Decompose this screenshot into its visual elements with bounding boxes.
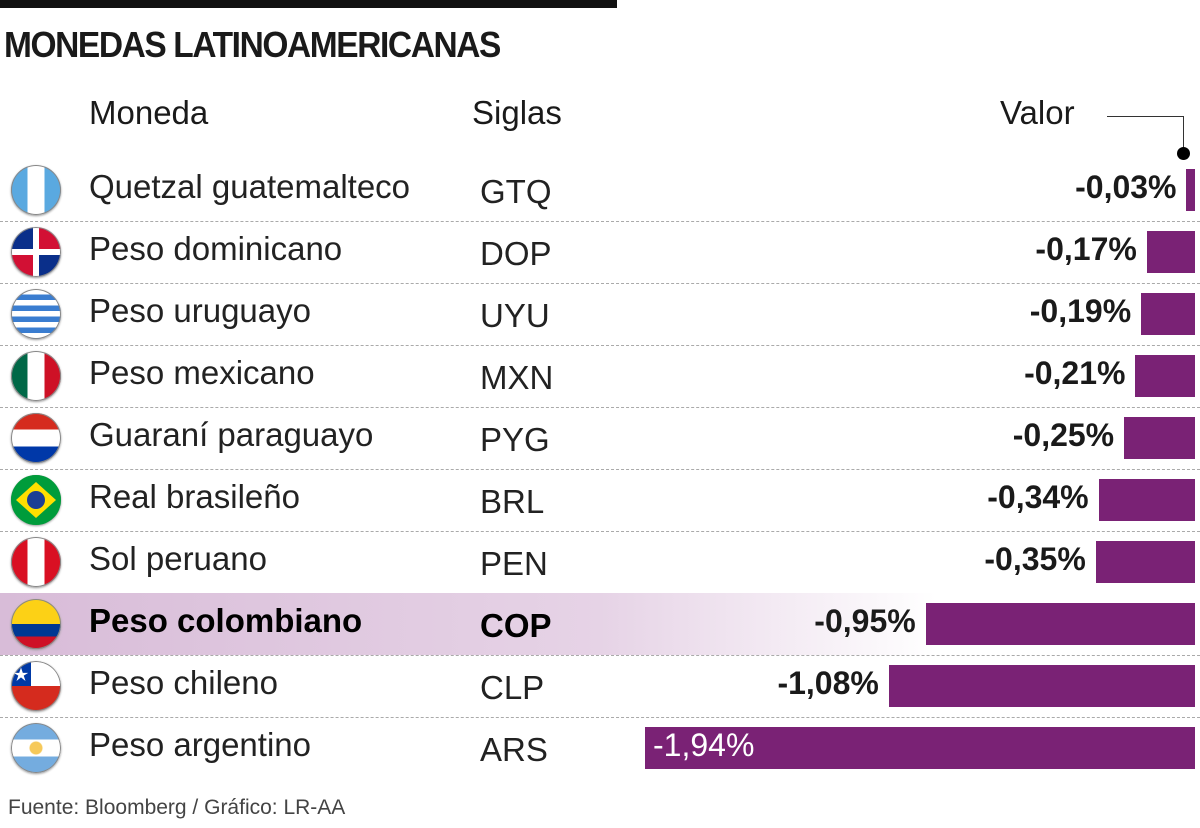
peru-flag-icon bbox=[11, 537, 61, 587]
value-bar bbox=[1141, 293, 1195, 335]
value-bar bbox=[1135, 355, 1195, 397]
header-currency: Moneda bbox=[89, 94, 209, 131]
row-divider bbox=[0, 407, 1200, 408]
value-label: -0,25% bbox=[1012, 417, 1115, 453]
dominican-republic-flag-icon bbox=[11, 227, 61, 277]
table-row: Peso uruguayo UYU -0,19% bbox=[0, 283, 1200, 345]
table-row: Real brasileño BRL -0,34% bbox=[0, 469, 1200, 531]
source-footer: Fuente: Bloomberg / Gráfico: LR-AA bbox=[8, 796, 346, 819]
chile-flag-icon bbox=[11, 661, 61, 711]
value-label: -0,03% bbox=[1075, 169, 1177, 205]
currency-name: Real brasileño bbox=[89, 478, 300, 515]
table-row: Peso argentino ARS -1,94% bbox=[0, 717, 1200, 779]
value-bar bbox=[1098, 479, 1195, 521]
currency-name: Peso mexicano bbox=[89, 354, 315, 391]
colombia-flag-icon bbox=[11, 599, 61, 649]
table-row: Quetzal guatemalteco GTQ -0,03% bbox=[0, 159, 1200, 221]
brazil-flag-icon bbox=[11, 475, 61, 525]
mexico-flag-icon bbox=[11, 351, 61, 401]
currency-code: CLP bbox=[480, 669, 545, 706]
currency-code: COP bbox=[480, 607, 552, 644]
row-divider bbox=[0, 345, 1200, 346]
value-callout-line bbox=[1107, 116, 1184, 151]
currency-name: Sol peruano bbox=[89, 540, 267, 577]
currency-name: Peso uruguayo bbox=[89, 292, 311, 329]
value-label: -1,08% bbox=[777, 665, 879, 701]
value-label: -0,21% bbox=[1024, 355, 1126, 391]
table-row: Peso mexicano MXN -0,21% bbox=[0, 345, 1200, 407]
uruguay-flag-icon bbox=[11, 289, 61, 339]
value-bar bbox=[645, 727, 1195, 769]
value-callout-dot bbox=[1177, 147, 1190, 160]
currency-name: Peso chileno bbox=[89, 664, 278, 701]
table-row: Sol peruano PEN -0,35% bbox=[0, 531, 1200, 593]
currency-code: PYG bbox=[480, 421, 550, 458]
top-rule bbox=[0, 0, 617, 8]
row-divider bbox=[0, 221, 1200, 222]
row-divider bbox=[0, 717, 1200, 718]
currency-code: BRL bbox=[480, 483, 545, 520]
currency-code: MXN bbox=[480, 359, 554, 396]
value-label: -1,94% bbox=[653, 727, 755, 763]
value-label: -0,19% bbox=[1029, 293, 1132, 329]
paraguay-flag-icon bbox=[11, 413, 61, 463]
currency-code: DOP bbox=[480, 235, 552, 272]
row-divider bbox=[0, 283, 1200, 284]
header-value: Valor bbox=[1000, 94, 1075, 131]
row-divider bbox=[0, 531, 1200, 532]
row-divider bbox=[0, 655, 1200, 656]
row-divider bbox=[0, 469, 1200, 470]
value-bar bbox=[1186, 169, 1195, 211]
currency-code: ARS bbox=[480, 731, 548, 768]
value-label: -0,35% bbox=[984, 541, 1086, 577]
currency-name: Peso colombiano bbox=[89, 602, 363, 639]
value-bar bbox=[1146, 231, 1195, 273]
currency-code: PEN bbox=[480, 545, 548, 582]
table-row: Peso dominicano DOP -0,17% bbox=[0, 221, 1200, 283]
value-label: -0,95% bbox=[814, 603, 916, 639]
chart-title: MONEDAS LATINOAMERICANAS bbox=[4, 24, 501, 65]
guatemala-flag-icon bbox=[11, 165, 61, 215]
value-bar bbox=[1124, 417, 1195, 459]
value-label: -0,17% bbox=[1035, 231, 1137, 267]
currency-code: UYU bbox=[480, 297, 550, 334]
currency-name: Quetzal guatemalteco bbox=[89, 168, 411, 205]
table-row: Peso colombiano COP -0,95% bbox=[0, 593, 1200, 655]
table-row: Peso chileno CLP -1,08% bbox=[0, 655, 1200, 717]
value-bar bbox=[1095, 541, 1195, 583]
argentina-flag-icon bbox=[11, 723, 61, 773]
header-code: Siglas bbox=[472, 94, 562, 131]
value-bar bbox=[925, 603, 1195, 645]
value-bar bbox=[888, 665, 1195, 707]
value-label: -0,34% bbox=[987, 479, 1089, 515]
table-row: Guaraní paraguayo PYG -0,25% bbox=[0, 407, 1200, 469]
currency-name: Guaraní paraguayo bbox=[89, 416, 374, 453]
currency-name: Peso dominicano bbox=[89, 230, 343, 267]
currency-name: Peso argentino bbox=[89, 726, 311, 763]
currency-code: GTQ bbox=[480, 173, 552, 210]
